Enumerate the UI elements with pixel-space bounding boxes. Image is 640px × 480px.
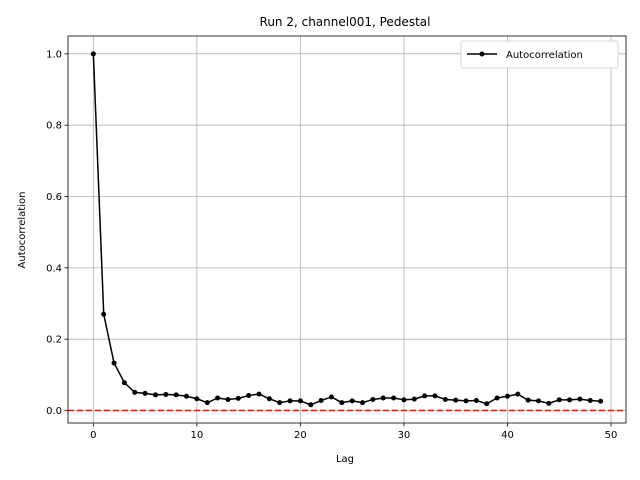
x-tick-label: 30 <box>398 430 411 441</box>
data-point <box>349 398 355 404</box>
data-point <box>111 360 117 366</box>
y-tick-label: 0.8 <box>46 121 62 132</box>
data-point <box>235 395 241 401</box>
y-tick-label: 0.4 <box>46 263 62 274</box>
y-axis-ticks: 0.0 0.2 0.4 0.6 0.8 1.0 <box>46 49 68 417</box>
data-point <box>339 400 345 406</box>
x-tick-label: 20 <box>294 430 307 441</box>
data-point <box>453 397 459 403</box>
data-point <box>318 398 324 404</box>
data-point <box>567 397 573 403</box>
data-point <box>536 398 542 404</box>
y-tick-label: 1.0 <box>46 49 62 60</box>
data-point <box>463 398 469 404</box>
data-point <box>422 393 428 399</box>
data-point <box>380 395 386 401</box>
legend-box <box>460 40 619 69</box>
data-point <box>556 397 562 403</box>
data-point <box>484 401 490 407</box>
data-point <box>598 398 604 404</box>
data-point <box>101 311 107 317</box>
data-point <box>266 396 272 402</box>
data-point <box>194 396 200 402</box>
data-point <box>473 398 479 404</box>
data-point <box>204 400 210 406</box>
data-point <box>215 395 221 401</box>
data-point <box>401 397 407 403</box>
x-axis-ticks: 0 10 20 30 40 50 <box>90 423 617 441</box>
data-point <box>184 393 190 399</box>
data-point <box>577 396 583 402</box>
data-point <box>494 395 500 401</box>
data-point <box>391 395 397 401</box>
data-point <box>163 391 169 397</box>
data-point <box>587 398 593 404</box>
data-point <box>525 397 531 403</box>
data-point <box>546 400 552 406</box>
data-point <box>287 398 293 404</box>
plot-frame <box>67 35 627 424</box>
data-point <box>152 392 158 398</box>
data-point <box>225 396 231 402</box>
data-point <box>360 400 366 406</box>
data-point <box>142 390 148 396</box>
chart-title: Run 2, channel001, Pedestal <box>260 15 431 29</box>
x-tick-label: 50 <box>605 430 618 441</box>
data-point <box>515 391 521 397</box>
data-point <box>297 398 303 404</box>
legend: Autocorrelation <box>460 40 619 69</box>
legend-label: Autocorrelation <box>506 50 583 61</box>
x-tick-label: 10 <box>191 430 204 441</box>
data-point <box>121 380 127 386</box>
data-point <box>328 394 334 400</box>
data-point <box>308 402 314 408</box>
data-point <box>411 396 417 402</box>
x-tick-label: 40 <box>501 430 514 441</box>
data-point <box>90 51 96 57</box>
data-point <box>432 393 438 399</box>
series-group <box>90 51 604 408</box>
y-tick-label: 0.0 <box>46 406 62 417</box>
data-point <box>442 396 448 402</box>
legend-marker-sample <box>479 51 485 57</box>
data-point <box>173 392 179 398</box>
data-point <box>132 389 138 395</box>
data-point <box>504 393 510 399</box>
data-point <box>256 391 262 397</box>
x-axis-label: Lag <box>336 454 354 465</box>
y-axis-label: Autocorrelation <box>17 192 28 269</box>
data-point <box>370 396 376 402</box>
data-point <box>277 400 283 406</box>
y-tick-label: 0.2 <box>46 335 62 346</box>
y-tick-label: 0.6 <box>46 192 62 203</box>
data-point <box>246 393 252 399</box>
x-tick-label: 0 <box>90 430 96 441</box>
